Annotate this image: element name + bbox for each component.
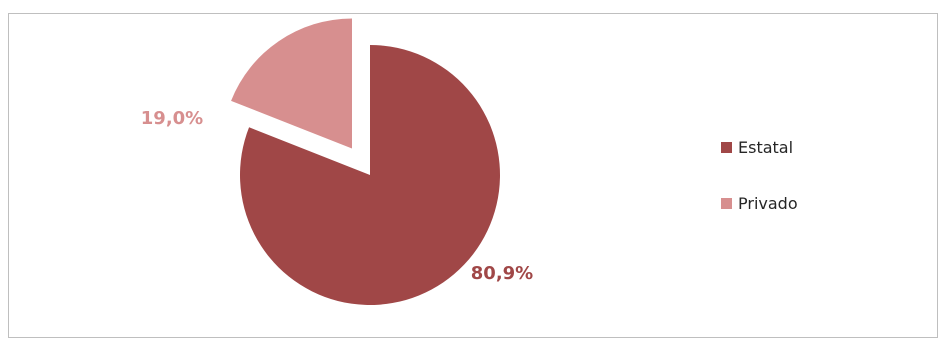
legend-label-estatal: Estatal: [738, 137, 794, 157]
legend-item-estatal: Estatal: [721, 136, 798, 158]
slice-estatal-label: 80,9%: [471, 263, 533, 284]
slice-estatal: [240, 45, 501, 305]
legend-swatch-privado: [721, 197, 732, 209]
pie-chart: 80,9% 19,0%: [141, 18, 533, 305]
slice-privado-label: 19,0%: [141, 108, 203, 129]
slice-privado: [231, 18, 352, 149]
legend: Estatal Privado: [721, 136, 798, 248]
legend-item-privado: Privado: [721, 192, 798, 214]
legend-swatch-estatal: [721, 141, 732, 153]
legend-label-privado: Privado: [738, 193, 798, 213]
